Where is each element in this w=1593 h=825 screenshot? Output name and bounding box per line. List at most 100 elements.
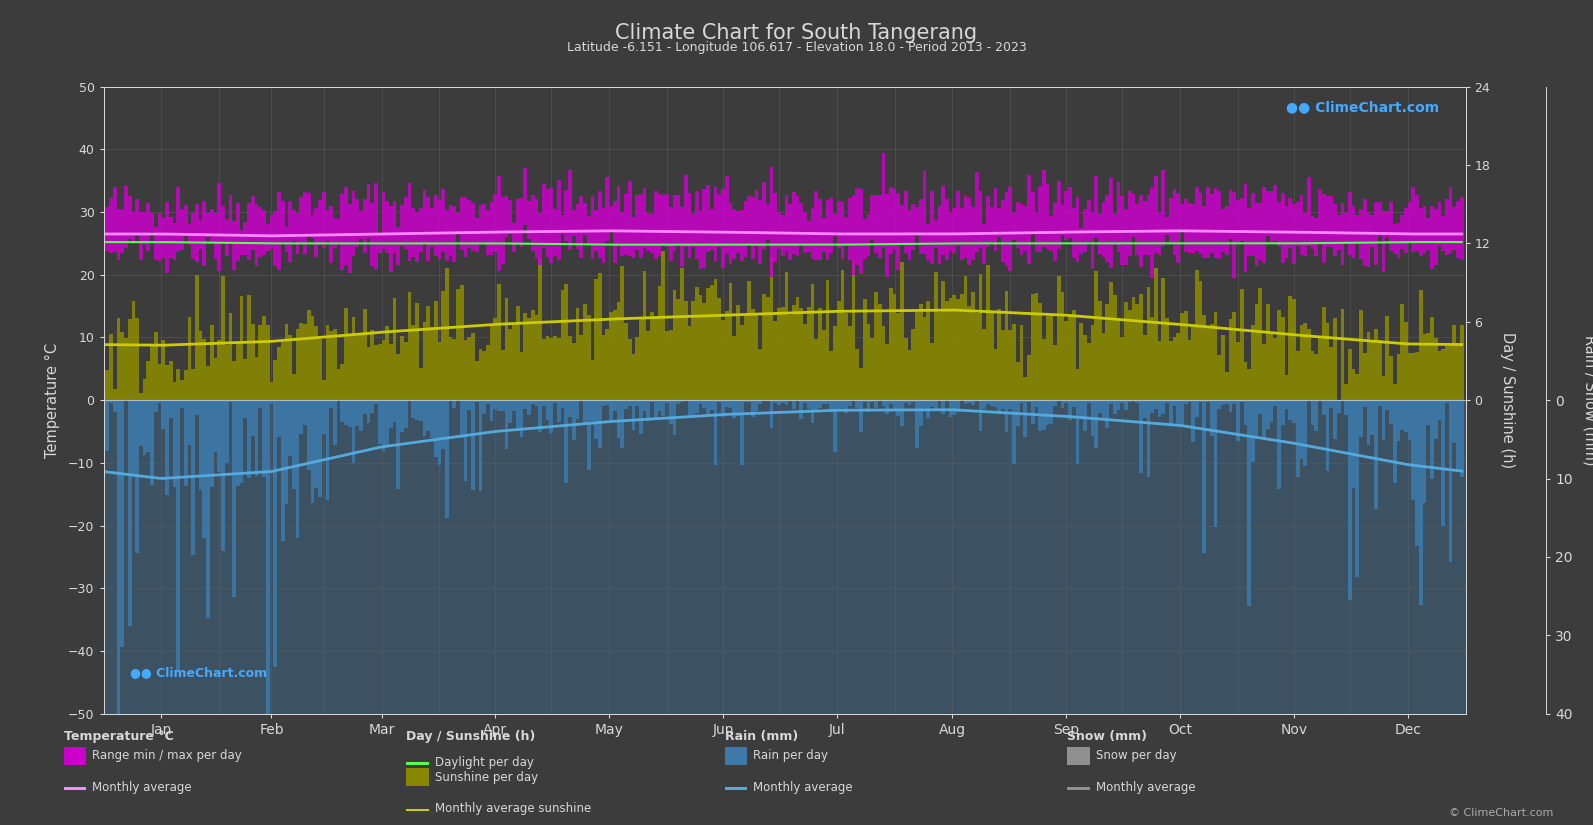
Bar <box>964 400 967 404</box>
Bar <box>1378 202 1381 236</box>
Bar <box>486 345 489 400</box>
Bar <box>591 400 594 422</box>
Text: Snow (mm): Snow (mm) <box>1067 730 1147 743</box>
Bar <box>631 217 636 258</box>
Bar <box>703 400 706 408</box>
Bar <box>602 400 605 406</box>
Bar <box>1027 400 1031 402</box>
Bar <box>225 346 228 400</box>
Bar <box>213 400 217 451</box>
Bar <box>789 400 792 401</box>
Bar <box>1147 287 1150 400</box>
Bar <box>1453 326 1456 400</box>
Bar <box>1192 205 1195 253</box>
Bar <box>1236 342 1239 400</box>
Bar <box>382 340 386 400</box>
Bar <box>347 336 352 400</box>
Bar <box>1058 276 1061 400</box>
Text: Temperature °C: Temperature °C <box>64 730 174 743</box>
Bar <box>825 280 830 400</box>
Bar <box>183 205 188 236</box>
Bar <box>438 342 441 400</box>
Bar <box>914 312 919 400</box>
Bar <box>941 400 945 413</box>
Bar <box>370 331 374 400</box>
Bar <box>155 400 158 412</box>
Bar <box>535 199 538 258</box>
Bar <box>497 400 500 411</box>
Text: Snow per day: Snow per day <box>1096 749 1177 762</box>
Bar <box>1061 292 1064 400</box>
Bar <box>1086 343 1091 400</box>
Bar <box>1426 400 1431 426</box>
Bar <box>833 214 836 236</box>
Bar <box>1192 326 1195 400</box>
Bar <box>1080 228 1083 254</box>
Bar <box>513 325 516 400</box>
Bar <box>867 214 870 256</box>
Bar <box>314 326 319 400</box>
Bar <box>814 400 819 412</box>
Bar <box>452 400 456 408</box>
Text: Monthly average sunshine: Monthly average sunshine <box>435 802 591 815</box>
Bar <box>155 228 158 261</box>
Bar <box>1102 400 1106 418</box>
Bar <box>102 200 105 257</box>
Bar <box>366 184 370 238</box>
Bar <box>575 309 580 400</box>
Bar <box>483 400 486 414</box>
Bar <box>1042 339 1045 400</box>
Bar <box>650 312 655 400</box>
Bar <box>1284 400 1289 409</box>
Y-axis label: Temperature °C: Temperature °C <box>45 342 59 458</box>
Bar <box>761 295 766 400</box>
Bar <box>1164 318 1169 400</box>
Bar <box>1295 400 1300 477</box>
Bar <box>792 192 796 254</box>
Bar <box>285 400 288 504</box>
Bar <box>467 337 472 400</box>
Bar <box>1251 400 1255 462</box>
Bar <box>594 210 597 252</box>
Bar <box>194 276 199 400</box>
Bar <box>546 400 550 420</box>
Bar <box>642 400 647 411</box>
Bar <box>494 318 497 400</box>
Bar <box>699 211 703 269</box>
Bar <box>1456 200 1459 258</box>
Bar <box>411 325 416 400</box>
Bar <box>986 265 989 400</box>
Bar <box>1258 204 1262 260</box>
Bar <box>147 400 150 451</box>
Bar <box>1400 400 1403 430</box>
Bar <box>1020 400 1023 403</box>
Bar <box>602 336 605 400</box>
Bar <box>677 195 680 244</box>
Bar <box>1069 400 1072 420</box>
Bar <box>1386 316 1389 400</box>
Bar <box>280 342 285 400</box>
Bar <box>1039 186 1042 252</box>
Bar <box>661 195 666 244</box>
Bar <box>1136 400 1139 403</box>
Bar <box>666 331 669 400</box>
Bar <box>1023 400 1027 437</box>
Bar <box>444 267 449 400</box>
Bar <box>1344 400 1348 415</box>
Bar <box>978 400 983 431</box>
Bar <box>1053 345 1058 400</box>
Bar <box>366 346 370 400</box>
Bar <box>1434 210 1437 266</box>
Bar <box>542 184 546 247</box>
Bar <box>642 271 647 400</box>
Bar <box>1031 400 1034 424</box>
Bar <box>266 224 269 251</box>
Bar <box>386 326 389 400</box>
Bar <box>892 400 897 411</box>
Bar <box>811 208 814 259</box>
Bar <box>1169 400 1172 425</box>
Bar <box>1225 400 1228 404</box>
Bar <box>1356 400 1359 577</box>
Bar <box>1284 375 1289 400</box>
Bar <box>739 210 744 262</box>
